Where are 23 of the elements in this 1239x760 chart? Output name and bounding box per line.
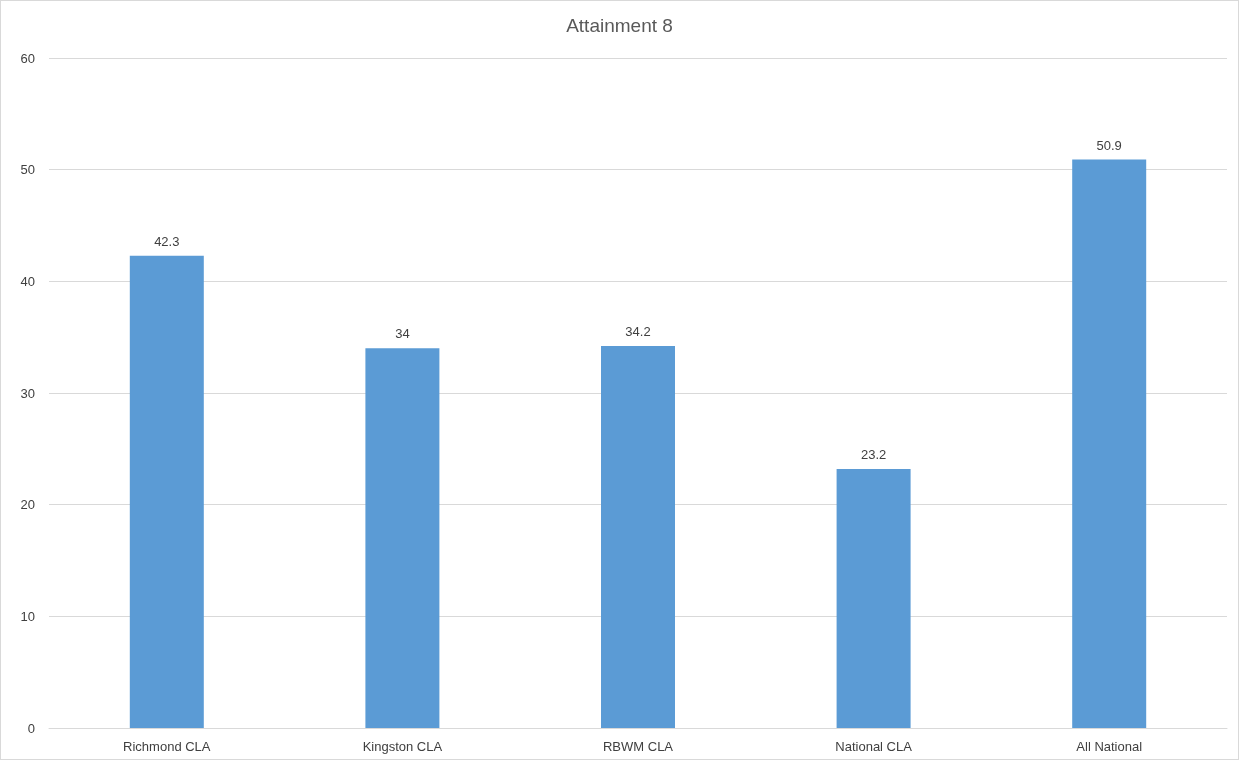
data-label: 50.9: [1096, 137, 1122, 153]
x-tick-label: Kingston CLA: [362, 739, 443, 754]
x-tick-label: Richmond CLA: [123, 739, 211, 754]
data-label: 42.3: [154, 233, 180, 249]
bar: [836, 468, 911, 728]
data-label: 23.2: [860, 446, 887, 462]
data-label: 34.2: [625, 324, 651, 340]
data-label: 34: [395, 326, 410, 342]
y-tick-label: 10: [20, 608, 35, 624]
x-tick-label: RBWM CLA: [602, 739, 674, 754]
y-tick-label: 20: [20, 497, 35, 513]
y-tick-label: 40: [20, 273, 35, 289]
bar: [1072, 159, 1147, 728]
chart-title: Attainment 8: [566, 15, 673, 36]
x-tick-label: All National: [1076, 739, 1143, 754]
x-tick-label: National CLA: [835, 739, 913, 754]
bar: [365, 348, 440, 728]
y-tick-label: 50: [20, 162, 35, 178]
bar: [129, 255, 204, 728]
bar: [601, 346, 675, 728]
y-tick-label: 60: [20, 50, 35, 66]
y-tick-label: 0: [27, 720, 35, 736]
y-tick-label: 30: [20, 385, 35, 401]
